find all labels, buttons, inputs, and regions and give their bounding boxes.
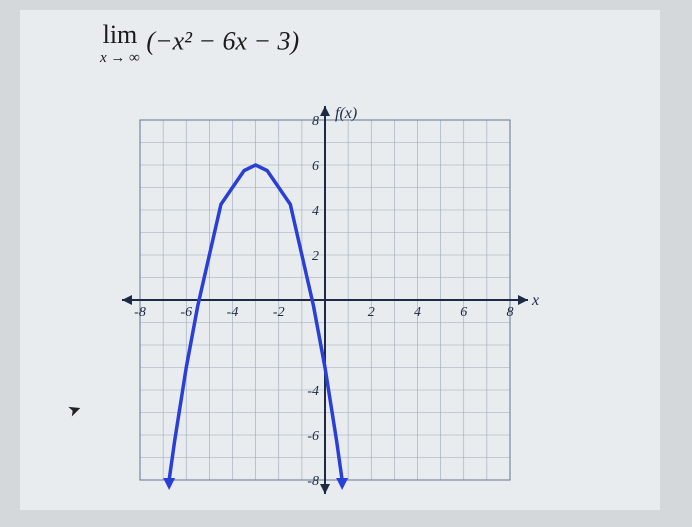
svg-text:-6: -6	[307, 429, 319, 444]
svg-text:4: 4	[414, 305, 421, 320]
page: lim x → ∞ (−x² − 6x − 3) -8-6-4-22468-8-…	[20, 10, 660, 510]
svg-text:8: 8	[507, 305, 514, 320]
svg-text:f(x): f(x)	[335, 105, 357, 122]
svg-text:-4: -4	[227, 305, 239, 320]
svg-text:x: x	[531, 292, 539, 309]
svg-text:-8: -8	[307, 474, 319, 489]
svg-text:2: 2	[312, 249, 319, 264]
svg-text:4: 4	[312, 204, 319, 219]
svg-text:-8: -8	[134, 305, 146, 320]
mouse-cursor-icon: ➤	[65, 398, 84, 421]
svg-text:-6: -6	[180, 305, 192, 320]
svg-text:6: 6	[312, 159, 319, 174]
limit-expression: lim x → ∞ (−x² − 6x − 3)	[100, 20, 299, 67]
svg-text:-2: -2	[273, 305, 285, 320]
lim-text: lim	[100, 20, 140, 50]
svg-text:6: 6	[460, 305, 467, 320]
svg-text:2: 2	[368, 305, 375, 320]
limit-operator: lim x → ∞	[100, 20, 140, 67]
svg-text:-4: -4	[307, 384, 319, 399]
function-graph: -8 -6 -4 -2 2 4 6 8 -8 -6 -4 2 4 6 8 x f(x)	[110, 100, 540, 500]
svg-text:8: 8	[312, 114, 319, 129]
expression-body: (−x² − 6x − 3)	[146, 26, 299, 55]
lim-subscript: x → ∞	[100, 50, 140, 67]
